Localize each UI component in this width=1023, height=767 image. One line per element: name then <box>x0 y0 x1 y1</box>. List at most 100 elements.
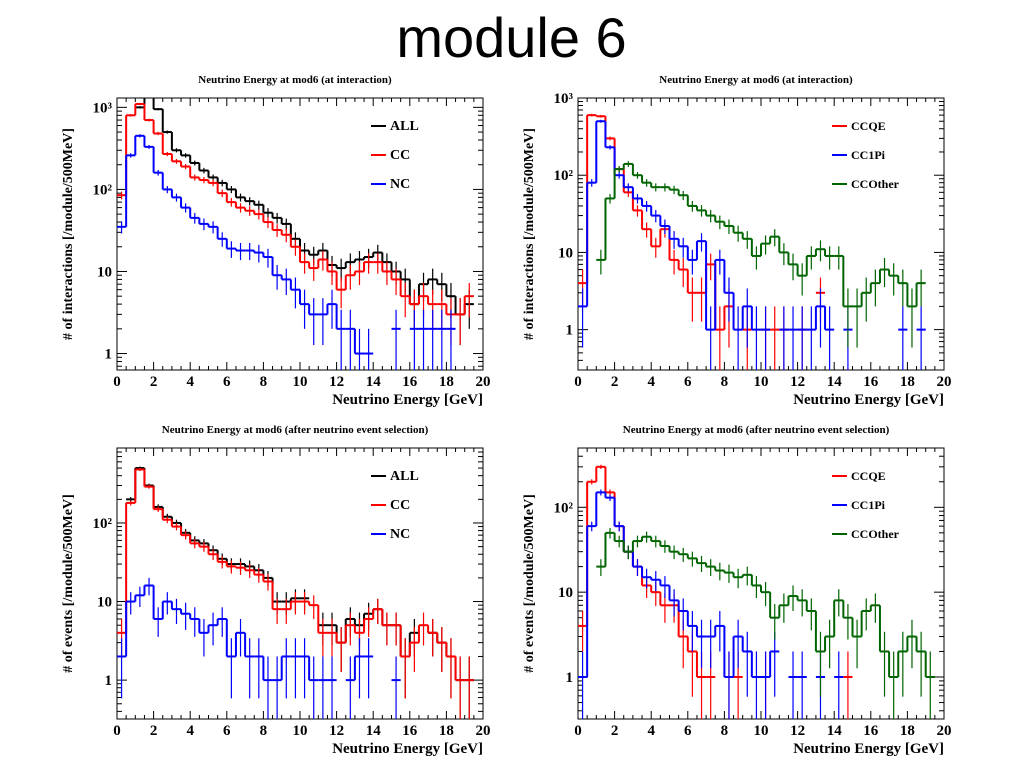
y-axis-label: # of events [/module/500MeV] <box>61 494 76 672</box>
x-tick-label: 16 <box>863 374 879 390</box>
x-tick-label: 14 <box>827 723 843 739</box>
x-tick-label: 2 <box>150 723 158 739</box>
chart-title: Neutrino Energy at mod6 (at interaction) <box>198 74 392 86</box>
y-tick-label: 10² <box>554 168 574 184</box>
chart-title: Neutrino Energy at mod6 (after neutrino … <box>623 424 890 436</box>
x-tick-label: 6 <box>223 374 231 390</box>
x-tick-label: 12 <box>790 723 805 739</box>
legend: ALL CC NC <box>371 469 419 542</box>
x-tick-label: 2 <box>150 374 158 390</box>
x-tick-label: 2 <box>611 723 619 739</box>
y-axis-label: # of interactions [/module/500MeV] <box>61 128 76 340</box>
y-axis: 1 10 10² 10³ # of interactions [/module/500M… <box>522 91 944 371</box>
legend-label: CCQE <box>851 119 886 133</box>
x-tick-label: 20 <box>937 374 952 390</box>
legend-label: CC <box>390 148 410 163</box>
legend-label: CC1Pi <box>851 498 886 512</box>
x-tick-label: 6 <box>684 723 692 739</box>
x-axis-label: Neutrino Energy [GeV] <box>332 741 483 757</box>
x-tick-label: 16 <box>402 723 418 739</box>
x-tick-label: 12 <box>329 374 344 390</box>
legend-label: CCOther <box>851 177 900 191</box>
y-axis: 1 10 10² 10³ # of interactions [/module/500M… <box>61 100 483 367</box>
x-tick-label: 4 <box>186 723 194 739</box>
chart-panel-2: Neutrino Energy at mod6 (at interaction)… <box>522 74 952 408</box>
legend-label: CCQE <box>851 469 886 483</box>
slide-title: module 6 <box>396 6 627 58</box>
y-tick-label: 10² <box>554 500 574 516</box>
y-tick-label: 10² <box>93 182 113 198</box>
x-tick-label: 12 <box>329 723 344 739</box>
y-tick-label: 10 <box>558 245 573 261</box>
x-tick-label: 20 <box>476 723 491 739</box>
chart-title: Neutrino Energy at mod6 (after neutrino … <box>162 424 429 436</box>
legend-label: CC1Pi <box>851 148 886 162</box>
legend: CCQE CC1Pi CCOther <box>832 119 900 191</box>
x-axis-label: Neutrino Energy [GeV] <box>793 741 944 757</box>
x-tick-label: 0 <box>113 374 121 390</box>
x-tick-label: 10 <box>754 374 769 390</box>
x-tick-label: 14 <box>366 374 382 390</box>
x-tick-label: 20 <box>476 374 491 390</box>
y-tick-label: 1 <box>105 347 113 363</box>
x-tick-label: 18 <box>900 723 915 739</box>
series-nc <box>117 577 401 719</box>
series-ccother <box>596 527 935 719</box>
series-cc1pi <box>578 119 926 370</box>
x-axis: 0 2 4 6 8 10 12 14 16 18 20 Neutrino Energy [GeV] <box>574 98 952 408</box>
y-tick-label: 10² <box>93 516 113 532</box>
x-tick-label: 8 <box>721 374 729 390</box>
plot-frame <box>577 447 945 720</box>
y-tick-label: 10³ <box>93 100 113 116</box>
y-tick-label: 10 <box>97 595 112 611</box>
series-ccother <box>596 161 926 348</box>
series-cc1pi <box>578 489 844 719</box>
y-tick-label: 10³ <box>554 91 574 107</box>
chart-title: Neutrino Energy at mod6 (at interaction) <box>659 74 853 86</box>
x-tick-label: 14 <box>366 723 382 739</box>
x-tick-label: 0 <box>113 723 121 739</box>
x-tick-label: 0 <box>574 374 582 390</box>
chart-panel-3: Neutrino Energy at mod6 (after neutrino … <box>61 424 491 757</box>
chart-panel-4: Neutrino Energy at mod6 (after neutrino … <box>522 424 952 757</box>
x-tick-label: 18 <box>900 374 915 390</box>
y-axis: 1 10 10² # of events [/module/500MeV] <box>61 447 483 712</box>
y-tick-label: 10 <box>558 585 573 601</box>
x-tick-label: 6 <box>223 723 231 739</box>
legend-label: ALL <box>390 119 419 134</box>
y-tick-label: 10 <box>97 264 112 280</box>
legend: CCQE CC1Pi CCOther <box>832 469 900 541</box>
legend-label: CCOther <box>851 527 900 541</box>
x-axis: 0 2 4 6 8 10 12 14 16 18 20 Neutrino Energy [GeV] <box>113 448 491 757</box>
series-cc <box>117 102 474 346</box>
series-nc <box>117 134 456 370</box>
legend-label: NC <box>390 177 410 192</box>
x-axis: 0 2 4 6 8 10 12 14 16 18 20 Neutrino Energy [GeV] <box>574 448 952 757</box>
x-axis-label: Neutrino Energy [GeV] <box>332 392 483 408</box>
x-axis: 0 2 4 6 8 10 12 14 16 18 20 Neutrino Energy [GeV] <box>113 98 491 408</box>
x-tick-label: 10 <box>293 374 308 390</box>
chart-panel-1: Neutrino Energy at mod6 (at interaction)… <box>61 74 491 408</box>
x-tick-label: 12 <box>790 374 805 390</box>
x-tick-label: 8 <box>260 723 268 739</box>
x-tick-label: 10 <box>293 723 308 739</box>
legend-label: NC <box>390 527 410 542</box>
x-tick-label: 16 <box>863 723 879 739</box>
x-tick-label: 4 <box>647 374 655 390</box>
x-tick-label: 2 <box>611 374 619 390</box>
x-tick-label: 14 <box>827 374 843 390</box>
legend-label: ALL <box>390 469 419 484</box>
x-tick-label: 10 <box>754 723 769 739</box>
series-all <box>126 466 474 719</box>
legend-label: CC <box>390 498 410 513</box>
x-tick-label: 6 <box>684 374 692 390</box>
x-tick-label: 18 <box>439 723 454 739</box>
plot-frame <box>116 447 484 720</box>
y-tick-label: 1 <box>566 323 574 339</box>
x-tick-label: 4 <box>647 723 655 739</box>
x-tick-label: 0 <box>574 723 582 739</box>
x-tick-label: 8 <box>721 723 729 739</box>
y-axis-label: # of events [/module/500MeV] <box>522 494 537 672</box>
x-tick-label: 18 <box>439 374 454 390</box>
